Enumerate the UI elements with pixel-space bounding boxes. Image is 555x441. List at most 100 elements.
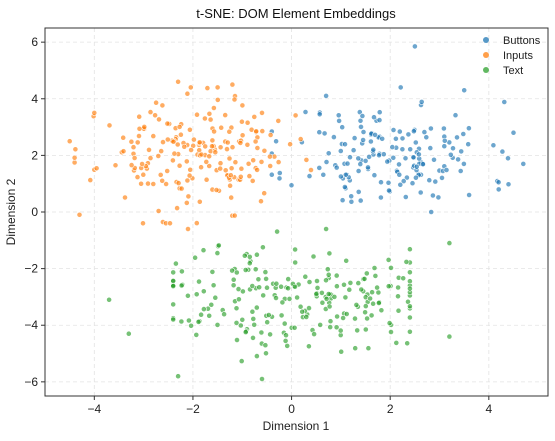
point-buttons bbox=[501, 99, 508, 105]
point-text bbox=[285, 285, 291, 292]
point-text bbox=[323, 295, 330, 302]
point-buttons bbox=[418, 99, 425, 105]
point-text bbox=[368, 312, 375, 319]
point-buttons bbox=[376, 152, 382, 159]
point-text bbox=[325, 271, 332, 278]
point-inputs bbox=[250, 157, 257, 164]
point-text bbox=[256, 284, 263, 291]
point-buttons bbox=[347, 154, 353, 161]
legend-marker-text bbox=[483, 67, 489, 73]
point-text bbox=[386, 320, 393, 326]
point-text bbox=[314, 284, 321, 291]
point-buttons bbox=[397, 84, 404, 91]
point-text bbox=[170, 283, 177, 289]
point-text bbox=[371, 265, 378, 271]
point-text bbox=[297, 303, 304, 310]
point-text bbox=[333, 283, 340, 290]
point-text bbox=[291, 324, 298, 331]
point-inputs bbox=[66, 138, 73, 145]
point-text bbox=[214, 321, 221, 328]
point-inputs bbox=[72, 146, 79, 153]
point-inputs bbox=[175, 78, 181, 85]
point-buttons bbox=[520, 160, 527, 167]
point-inputs bbox=[155, 153, 162, 159]
point-text bbox=[292, 283, 298, 290]
point-text bbox=[175, 373, 181, 380]
point-inputs bbox=[217, 144, 224, 151]
point-text bbox=[334, 313, 340, 320]
point-inputs bbox=[146, 146, 152, 153]
series-buttons bbox=[268, 43, 527, 215]
point-text bbox=[446, 240, 453, 246]
point-inputs bbox=[198, 151, 205, 158]
point-text bbox=[319, 299, 326, 306]
legend: Buttons Inputs Text bbox=[483, 35, 541, 77]
point-text bbox=[342, 294, 349, 301]
point-inputs bbox=[226, 128, 233, 135]
point-buttons bbox=[351, 135, 358, 141]
point-buttons bbox=[407, 146, 414, 153]
point-inputs bbox=[254, 145, 261, 151]
point-buttons bbox=[457, 168, 464, 174]
point-text bbox=[340, 315, 346, 321]
point-inputs bbox=[267, 132, 274, 138]
point-text bbox=[259, 244, 266, 251]
point-text bbox=[196, 278, 202, 285]
point-text bbox=[210, 282, 217, 289]
point-buttons bbox=[412, 174, 419, 181]
point-inputs bbox=[164, 168, 171, 174]
point-buttons bbox=[450, 145, 456, 152]
point-buttons bbox=[441, 143, 448, 150]
point-inputs bbox=[210, 105, 217, 111]
point-text bbox=[249, 308, 256, 315]
point-text bbox=[343, 311, 350, 317]
point-buttons bbox=[342, 141, 348, 148]
point-inputs bbox=[308, 167, 314, 173]
point-inputs bbox=[150, 181, 157, 187]
point-text bbox=[264, 319, 271, 326]
point-buttons bbox=[316, 111, 323, 118]
point-inputs bbox=[170, 138, 177, 145]
point-inputs bbox=[214, 84, 221, 91]
point-inputs bbox=[206, 110, 213, 117]
point-buttons bbox=[505, 155, 511, 162]
point-text bbox=[265, 312, 272, 318]
point-text bbox=[250, 334, 256, 341]
point-inputs bbox=[138, 180, 144, 187]
point-text bbox=[241, 252, 248, 259]
point-buttons bbox=[355, 155, 362, 162]
point-text bbox=[352, 345, 359, 352]
point-inputs bbox=[183, 199, 190, 206]
point-inputs bbox=[238, 165, 245, 172]
point-inputs bbox=[76, 211, 83, 218]
point-buttons bbox=[447, 151, 454, 158]
point-text bbox=[188, 322, 194, 329]
point-buttons bbox=[499, 148, 506, 155]
point-inputs bbox=[184, 177, 191, 184]
point-text bbox=[184, 292, 191, 299]
point-text bbox=[369, 289, 375, 296]
point-inputs bbox=[252, 138, 259, 145]
point-text bbox=[364, 315, 370, 322]
point-buttons bbox=[358, 124, 364, 130]
point-text bbox=[192, 254, 198, 261]
point-buttons bbox=[359, 113, 366, 119]
point-text bbox=[292, 259, 299, 266]
point-inputs bbox=[244, 141, 251, 148]
point-buttons bbox=[376, 109, 383, 116]
point-buttons bbox=[350, 147, 357, 154]
point-text bbox=[313, 291, 320, 297]
x-tick-label: −4 bbox=[87, 402, 101, 416]
point-inputs bbox=[171, 150, 178, 157]
point-text bbox=[317, 321, 324, 328]
point-buttons bbox=[419, 161, 426, 167]
point-inputs bbox=[209, 137, 216, 144]
point-inputs bbox=[150, 133, 157, 139]
point-buttons bbox=[336, 118, 342, 124]
point-text bbox=[393, 339, 400, 346]
point-buttons bbox=[371, 114, 377, 121]
point-inputs bbox=[159, 102, 166, 109]
point-buttons bbox=[372, 131, 378, 138]
point-inputs bbox=[203, 176, 210, 183]
y-tick-label: −2 bbox=[24, 262, 38, 276]
